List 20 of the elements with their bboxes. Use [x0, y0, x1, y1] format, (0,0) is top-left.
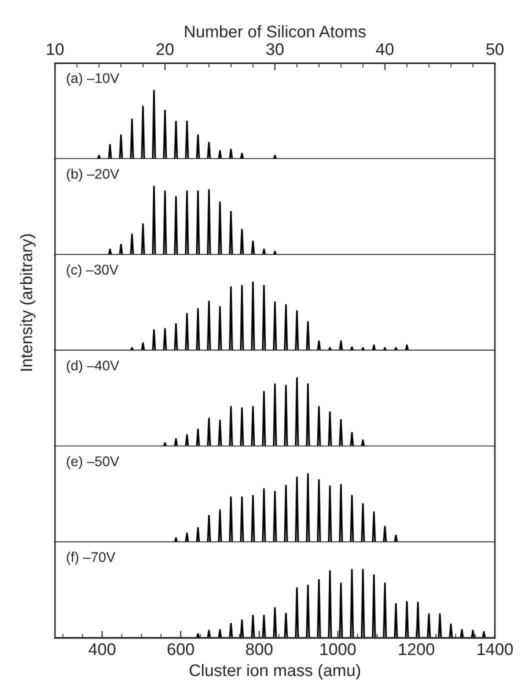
x-tick-label: 1000	[320, 643, 356, 656]
text: (a) –10V	[66, 72, 120, 86]
x-tick-label: 800	[246, 643, 272, 656]
x-tick-label: 400	[88, 643, 116, 656]
x-tick-label: 600	[168, 643, 194, 656]
text: (c) –30V	[66, 264, 118, 278]
x2-tick-label: 30	[266, 43, 284, 56]
x2-tick-label: 50	[486, 43, 504, 56]
y-axis-title: Intensity (arbitrary)	[20, 234, 36, 371]
x2-tick-label: 10	[47, 43, 64, 56]
x-tick-label: 1400	[478, 643, 513, 656]
text: (b) –20V	[66, 168, 120, 182]
x2-axis-title: Number of Silicon Atoms	[185, 25, 366, 38]
x-tick-label: 1200	[399, 643, 434, 656]
x2-tick-label: 20	[156, 43, 174, 56]
x2-tick-label: 40	[376, 43, 394, 56]
text: (d) –40V	[66, 360, 120, 374]
x-axis-title: Cluster ion mass (amu)	[190, 664, 360, 680]
text: (e) –50V	[66, 456, 120, 469]
text: (f) –70V	[66, 552, 116, 565]
